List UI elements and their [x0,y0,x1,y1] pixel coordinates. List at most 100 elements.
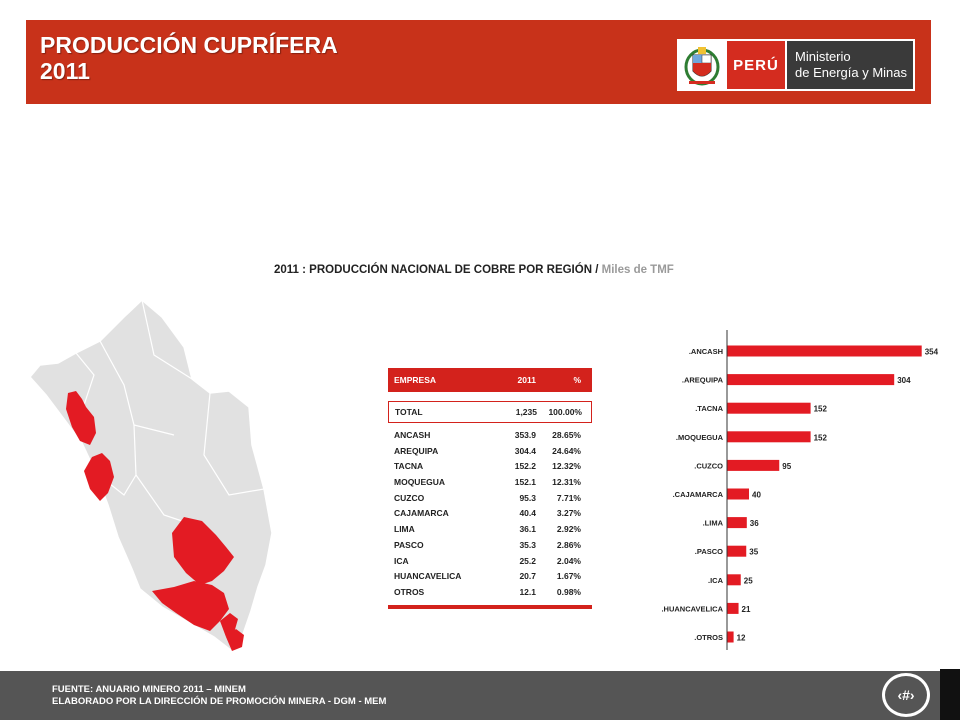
table-row: ANCASH 353.9 28.65% [388,429,594,445]
map-region-border [99,340,175,436]
data-label: 152 [814,405,828,414]
row-pct: 12.32% [552,461,581,472]
row-pct: 0.98% [556,586,581,597]
table-row: LIMA 36.1 2.92% [388,523,594,539]
row-region: LIMA [394,524,415,535]
map-peru-outline [29,298,273,653]
row-pct: 24.64% [552,445,581,456]
map-region-cajamarca [66,391,96,445]
row-region: CUZCO [394,492,425,503]
footer-line-2: ELABORADO POR LA DIRECCIÓN DE PROMOCIÓN … [52,695,387,707]
table-row: OTROS 12.1 0.98% [388,586,594,602]
row-region: ANCASH [394,430,431,440]
bar [727,631,734,643]
data-label: 354 [925,348,939,357]
row-value: 40.4 [519,508,536,519]
category-label: .AREQUIPA [682,376,724,385]
table-row: MOQUEGUA 152.1 12.31% [388,476,594,492]
bar [727,545,747,557]
map-region-border [133,424,195,526]
row-region: OTROS [394,586,425,597]
row-value: 152.1 [514,477,536,488]
table-body: ANCASH 353.9 28.65% AREQUIPA 304.4 24.64% TA… [388,429,594,602]
table-total-row: TOTAL 1,235 100.00% [388,401,592,423]
peru-region-map [29,298,273,653]
row-value: 25.2 [519,555,536,566]
bar [727,488,749,500]
data-label: 304 [897,376,911,385]
category-label: .LIMA [703,519,724,528]
header-banner: PRODUCCIÓN CUPRÍFERA 2011 PERÚ Ministeri… [26,20,931,104]
total-pct: 100.00% [548,407,582,417]
data-label: 40 [752,491,761,500]
coat-of-arms-icon [684,47,720,86]
table-header-cell: 2011 [517,375,536,385]
data-label: 152 [814,433,828,442]
row-value: 353.9 [514,430,536,440]
row-region: AREQUIPA [394,445,439,456]
data-label: 36 [750,519,759,528]
bar [727,574,741,586]
row-pct: 2.04% [556,555,581,566]
data-label: 25 [744,576,753,585]
page-number-badge: ‹#› [882,673,930,717]
bar [727,459,780,471]
category-label: .CAJAMARCA [673,490,724,499]
bar [727,374,895,386]
row-region: CAJAMARCA [394,508,449,519]
map-region-arequipa [152,581,229,631]
bar [727,517,747,529]
logo-ministry-line-1: Ministerio [795,49,851,64]
bar [727,402,811,414]
category-label: .MOQUEGUA [676,433,724,442]
row-region: ICA [394,555,409,566]
row-pct: 2.86% [556,539,581,550]
table-bottom-rule [388,605,592,609]
copper-bar-chart: .ANCASH 354 .AREQUIPA 304 .TACNA 152 .MOQUEGUA… [661,330,939,650]
table-row: HUANCAVELICA 20.7 1.67% [388,570,594,586]
table-row: AREQUIPA 304.4 24.64% [388,445,594,461]
data-label: 35 [749,548,758,557]
table-header-row: EMPRESA 2011 % [388,368,592,392]
map-region-ancash [84,453,114,501]
footer-bar: FUENTE: ANUARIO MINERO 2011 – MINEM ELAB… [0,671,960,720]
bar [727,602,739,614]
total-value: 1,235 [515,407,537,417]
total-label: TOTAL [395,407,423,417]
row-value: 36.1 [519,524,536,535]
row-pct: 1.67% [556,571,581,582]
logo-peru-label: PERÚ [727,41,785,89]
row-pct: 28.65% [552,430,581,440]
category-label: .CUZCO [694,461,723,470]
ministry-logo: PERÚ Ministerio de Energía y Minas [677,39,915,91]
page-title: PRODUCCIÓN CUPRÍFERA 2011 [40,32,338,84]
map-region-border [75,352,95,406]
category-label: .TACNA [695,404,723,413]
row-region: TACNA [394,461,424,472]
row-value: 12.1 [519,586,536,597]
row-value: 95.3 [519,492,536,503]
row-value: 152.2 [514,461,536,472]
data-label: 95 [782,462,791,471]
title-line-1: PRODUCCIÓN CUPRÍFERA [40,32,338,58]
table-header-cell: % [573,375,581,385]
logo-ministry-line-2: de Energía y Minas [795,65,908,80]
row-region: PASCO [394,539,424,550]
row-value: 35.3 [519,539,536,550]
data-label: 21 [742,605,751,614]
row-pct: 7.71% [556,492,581,503]
chart-title-unit: Miles de TMF [601,264,674,276]
footer-line-1: FUENTE: ANUARIO MINERO 2011 – MINEM [52,684,246,695]
category-label: .ANCASH [689,347,723,356]
map-region-border [203,392,265,496]
footer-source: FUENTE: ANUARIO MINERO 2011 – MINEM ELAB… [52,684,386,707]
table-row: ICA 25.2 2.04% [388,555,594,571]
row-value: 304.4 [514,445,536,456]
chart-title: 2011 : PRODUCCIÓN NACIONAL DE COBRE POR … [274,264,674,276]
table-row: TACNA 152.2 12.32% [388,460,594,476]
row-pct: 2.92% [556,524,581,535]
row-value: 20.7 [519,571,536,582]
category-label: .PASCO [695,547,723,556]
data-label: 12 [737,634,746,643]
chart-title-main: 2011 : PRODUCCIÓN NACIONAL DE COBRE POR … [274,264,599,276]
